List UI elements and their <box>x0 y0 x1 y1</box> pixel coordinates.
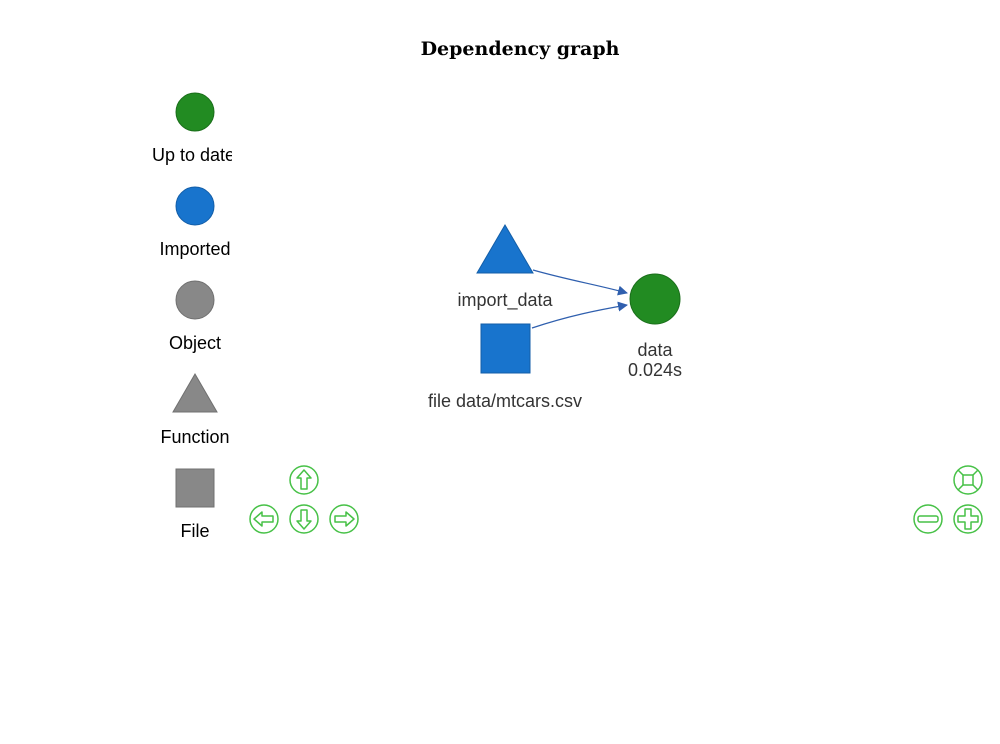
node-data-label: data <box>637 340 673 360</box>
node-import-data[interactable] <box>476 224 534 274</box>
node-file-mtcars[interactable] <box>480 323 531 374</box>
node-import-data-label: import_data <box>457 290 553 311</box>
legend-up-to-date-node <box>175 92 215 132</box>
arrow-right-icon[interactable] <box>329 504 359 534</box>
legend: Up to date Imported Object Function File <box>152 92 235 541</box>
legend-imported-label: Imported <box>159 239 230 259</box>
edge-file-to-data[interactable] <box>531 301 628 329</box>
edge-import-data-to-data[interactable] <box>532 269 628 296</box>
node-data[interactable] <box>629 273 681 325</box>
zoom-out-icon[interactable] <box>913 504 943 534</box>
legend-file-node <box>175 468 215 508</box>
zoom-extent-icon[interactable] <box>953 465 983 495</box>
graph-title: Dependency graph <box>420 38 620 60</box>
legend-function-node <box>172 373 218 413</box>
legend-file-label: File <box>180 521 209 541</box>
legend-object-node <box>175 280 215 320</box>
node-data-build-time: 0.024s <box>628 360 682 380</box>
node-file-mtcars-label: file data/mtcars.csv <box>428 391 582 411</box>
arrow-up-icon[interactable] <box>289 465 319 495</box>
zoom-in-icon[interactable] <box>953 504 983 534</box>
legend-object-label: Object <box>169 333 221 353</box>
legend-up-to-date-label: Up to date <box>152 145 235 165</box>
legend-function-label: Function <box>160 427 229 447</box>
legend-imported-node <box>175 186 215 226</box>
arrow-down-icon[interactable] <box>289 504 319 534</box>
arrow-left-icon[interactable] <box>249 504 279 534</box>
